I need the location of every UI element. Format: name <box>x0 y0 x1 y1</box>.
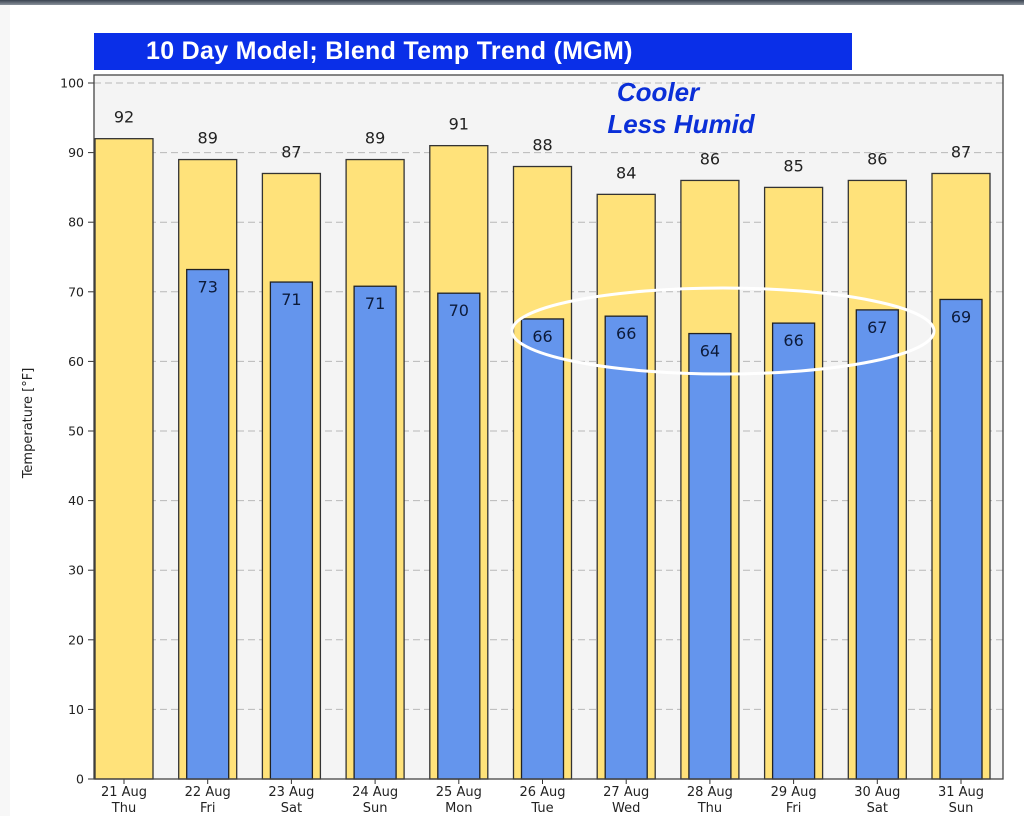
y-tick-label: 50 <box>68 424 84 439</box>
x-tick-label-date: 23 Aug <box>268 785 314 800</box>
bar-high-label: 87 <box>281 142 301 161</box>
bar-low <box>604 315 648 780</box>
page-left-margin <box>0 5 10 816</box>
bar-high-label: 85 <box>783 156 803 175</box>
y-tick-label: 10 <box>68 702 84 717</box>
x-tick-label-day: Fri <box>786 801 802 816</box>
bar-low <box>688 332 732 780</box>
x-tick-label-date: 28 Aug <box>687 785 733 800</box>
x-tick-label-day: Tue <box>530 801 553 816</box>
bar-low <box>520 318 565 780</box>
bar-low <box>269 281 314 780</box>
y-axis-label: Temperature [°F] <box>21 368 36 480</box>
bar-low <box>771 322 816 780</box>
bar-low-label: 71 <box>365 294 385 313</box>
x-tick-label-day: Thu <box>697 801 722 816</box>
y-tick-label: 90 <box>68 145 84 160</box>
bar-high-label: 86 <box>700 149 720 168</box>
bar-low <box>855 309 899 780</box>
x-tick-label-day: Mon <box>445 801 472 816</box>
y-tick-label: 0 <box>76 772 84 787</box>
y-tick-label: 80 <box>68 215 84 230</box>
bar-high-label: 92 <box>114 108 134 127</box>
bar-low <box>186 268 230 780</box>
x-tick-label-date: 25 Aug <box>436 785 482 800</box>
bar-low-label: 70 <box>449 301 469 320</box>
annotation-cooler: Cooler <box>617 77 701 107</box>
x-tick-label-date: 31 Aug <box>938 785 984 800</box>
bar-low-label: 66 <box>616 324 636 343</box>
y-tick-label: 20 <box>68 632 84 647</box>
bar-low-label: 71 <box>281 290 301 309</box>
bar-low-label: 66 <box>532 327 552 346</box>
annotation-less-humid: Less Humid <box>607 109 755 139</box>
bar-high-label: 91 <box>449 115 469 134</box>
bar-low-label: 64 <box>700 342 720 361</box>
bar-high-label: 84 <box>616 163 636 182</box>
bar-high-label: 88 <box>532 136 552 155</box>
x-tick-label-date: 22 Aug <box>185 785 231 800</box>
x-tick-label-date: 29 Aug <box>771 785 817 800</box>
y-tick-label: 30 <box>68 563 84 578</box>
bar-low-label: 73 <box>198 278 218 297</box>
plot-frame <box>93 74 1004 780</box>
x-tick-label-date: 21 Aug <box>101 785 147 800</box>
bar-high-label: 89 <box>365 129 385 148</box>
x-tick-label-date: 24 Aug <box>352 785 398 800</box>
x-tick-label-date: 30 Aug <box>854 785 900 800</box>
highlight-ellipse <box>510 286 936 376</box>
y-tick-label: 60 <box>68 354 84 369</box>
bar-high-label: 89 <box>198 129 218 148</box>
bar-low <box>939 298 983 780</box>
y-tick-label: 40 <box>68 493 84 508</box>
x-tick-label-day: Wed <box>612 801 640 816</box>
bar-low-label: 69 <box>951 307 971 326</box>
x-tick-label-day: Fri <box>200 801 216 816</box>
bar-low-label: 66 <box>783 331 803 350</box>
bar-low <box>437 292 481 780</box>
x-tick-label-date: 27 Aug <box>603 785 649 800</box>
x-tick-label-day: Sun <box>949 801 974 816</box>
x-tick-label-day: Thu <box>111 801 136 816</box>
bar-low-label: 67 <box>867 318 887 337</box>
bar-high-label: 86 <box>867 149 887 168</box>
bar-high <box>94 138 154 780</box>
x-tick-label-date: 26 Aug <box>519 785 565 800</box>
chart-title: 10 Day Model; Blend Temp Trend (MGM) <box>94 33 852 70</box>
bar-high-label: 87 <box>951 142 971 161</box>
x-tick-label-day: Sat <box>867 801 888 816</box>
window-top-edge <box>0 0 1024 5</box>
y-tick-label: 100 <box>60 76 84 91</box>
x-tick-label-day: Sat <box>281 801 302 816</box>
x-tick-label-day: Sun <box>363 801 388 816</box>
bar-low <box>353 285 397 780</box>
y-tick-label: 70 <box>68 284 84 299</box>
